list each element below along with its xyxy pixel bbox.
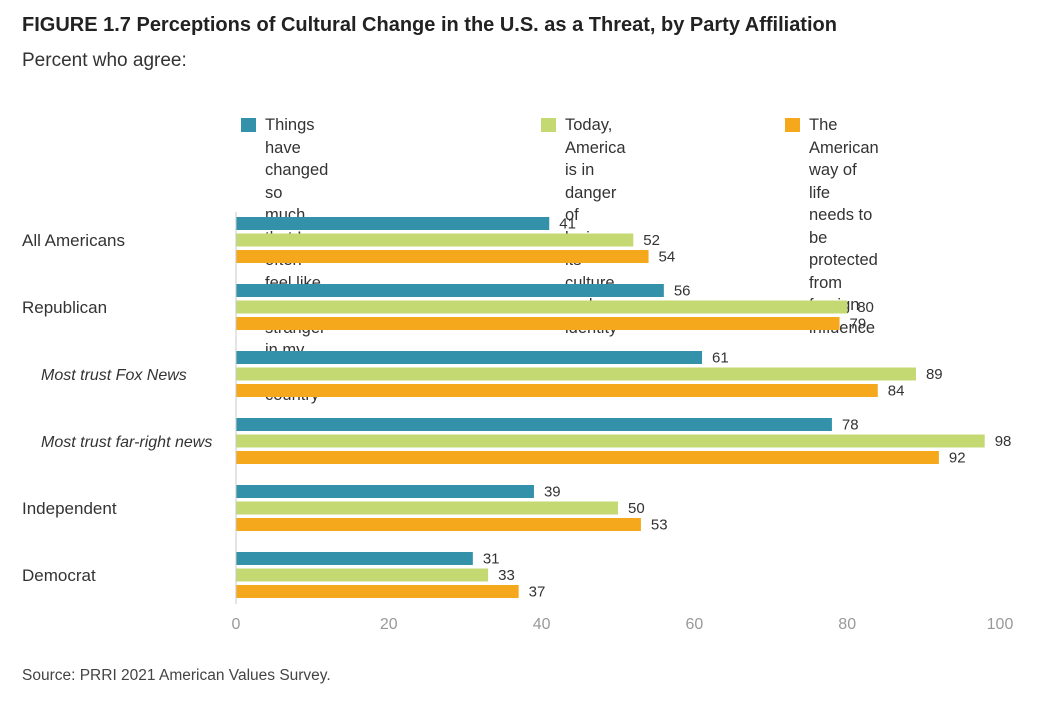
bar [236, 501, 618, 515]
data-label: 50 [628, 500, 645, 517]
x-tick-label: 80 [838, 616, 856, 633]
bar [236, 518, 641, 531]
bar [236, 351, 703, 364]
category-label: Independent [22, 499, 117, 518]
bar [236, 418, 832, 431]
bar [236, 317, 840, 330]
x-tick-label: 20 [380, 616, 398, 633]
bar [236, 552, 473, 565]
bar [236, 585, 519, 598]
category-label: Most trust Fox News [41, 367, 187, 384]
data-label: 92 [949, 450, 966, 467]
bar [236, 284, 664, 297]
bar [236, 451, 939, 464]
data-label: 33 [498, 567, 515, 584]
data-label: 56 [674, 283, 691, 300]
x-tick-label: 100 [987, 616, 1014, 633]
data-label: 80 [857, 299, 874, 316]
bar [236, 485, 534, 498]
source-note: Source: PRRI 2021 American Values Survey… [22, 667, 331, 684]
bar [236, 384, 878, 397]
legend-swatch-series-2 [541, 118, 556, 132]
category-label: Most trust far-right news [41, 434, 212, 451]
data-label: 98 [995, 433, 1012, 450]
data-label: 54 [659, 249, 676, 266]
data-label: 61 [712, 350, 729, 367]
bar [236, 233, 634, 247]
data-label: 31 [483, 551, 500, 568]
data-label: 53 [651, 517, 668, 534]
data-label: 39 [544, 484, 561, 501]
data-label: 41 [559, 216, 576, 233]
data-label: 89 [926, 366, 943, 383]
x-tick-label: 0 [232, 616, 241, 633]
x-tick-label: 40 [533, 616, 551, 633]
data-label: 84 [888, 383, 905, 400]
bar [236, 300, 848, 314]
bar [236, 367, 916, 381]
chart-title: FIGURE 1.7 Perceptions of Cultural Chang… [22, 14, 837, 36]
data-label: 78 [842, 417, 859, 434]
bar [236, 434, 985, 448]
data-label: 79 [850, 316, 867, 333]
legend-swatch-series-1 [241, 118, 256, 132]
bar [236, 250, 649, 263]
data-label: 52 [643, 232, 660, 249]
bar [236, 568, 489, 582]
data-label: 37 [529, 584, 546, 601]
bar [236, 217, 550, 230]
category-label: Democrat [22, 566, 96, 585]
chart-subtitle: Percent who agree: [22, 50, 187, 71]
category-label: Republican [22, 298, 107, 317]
legend-swatch-series-3 [785, 118, 800, 132]
x-tick-label: 60 [686, 616, 704, 633]
category-label: All Americans [22, 231, 125, 250]
